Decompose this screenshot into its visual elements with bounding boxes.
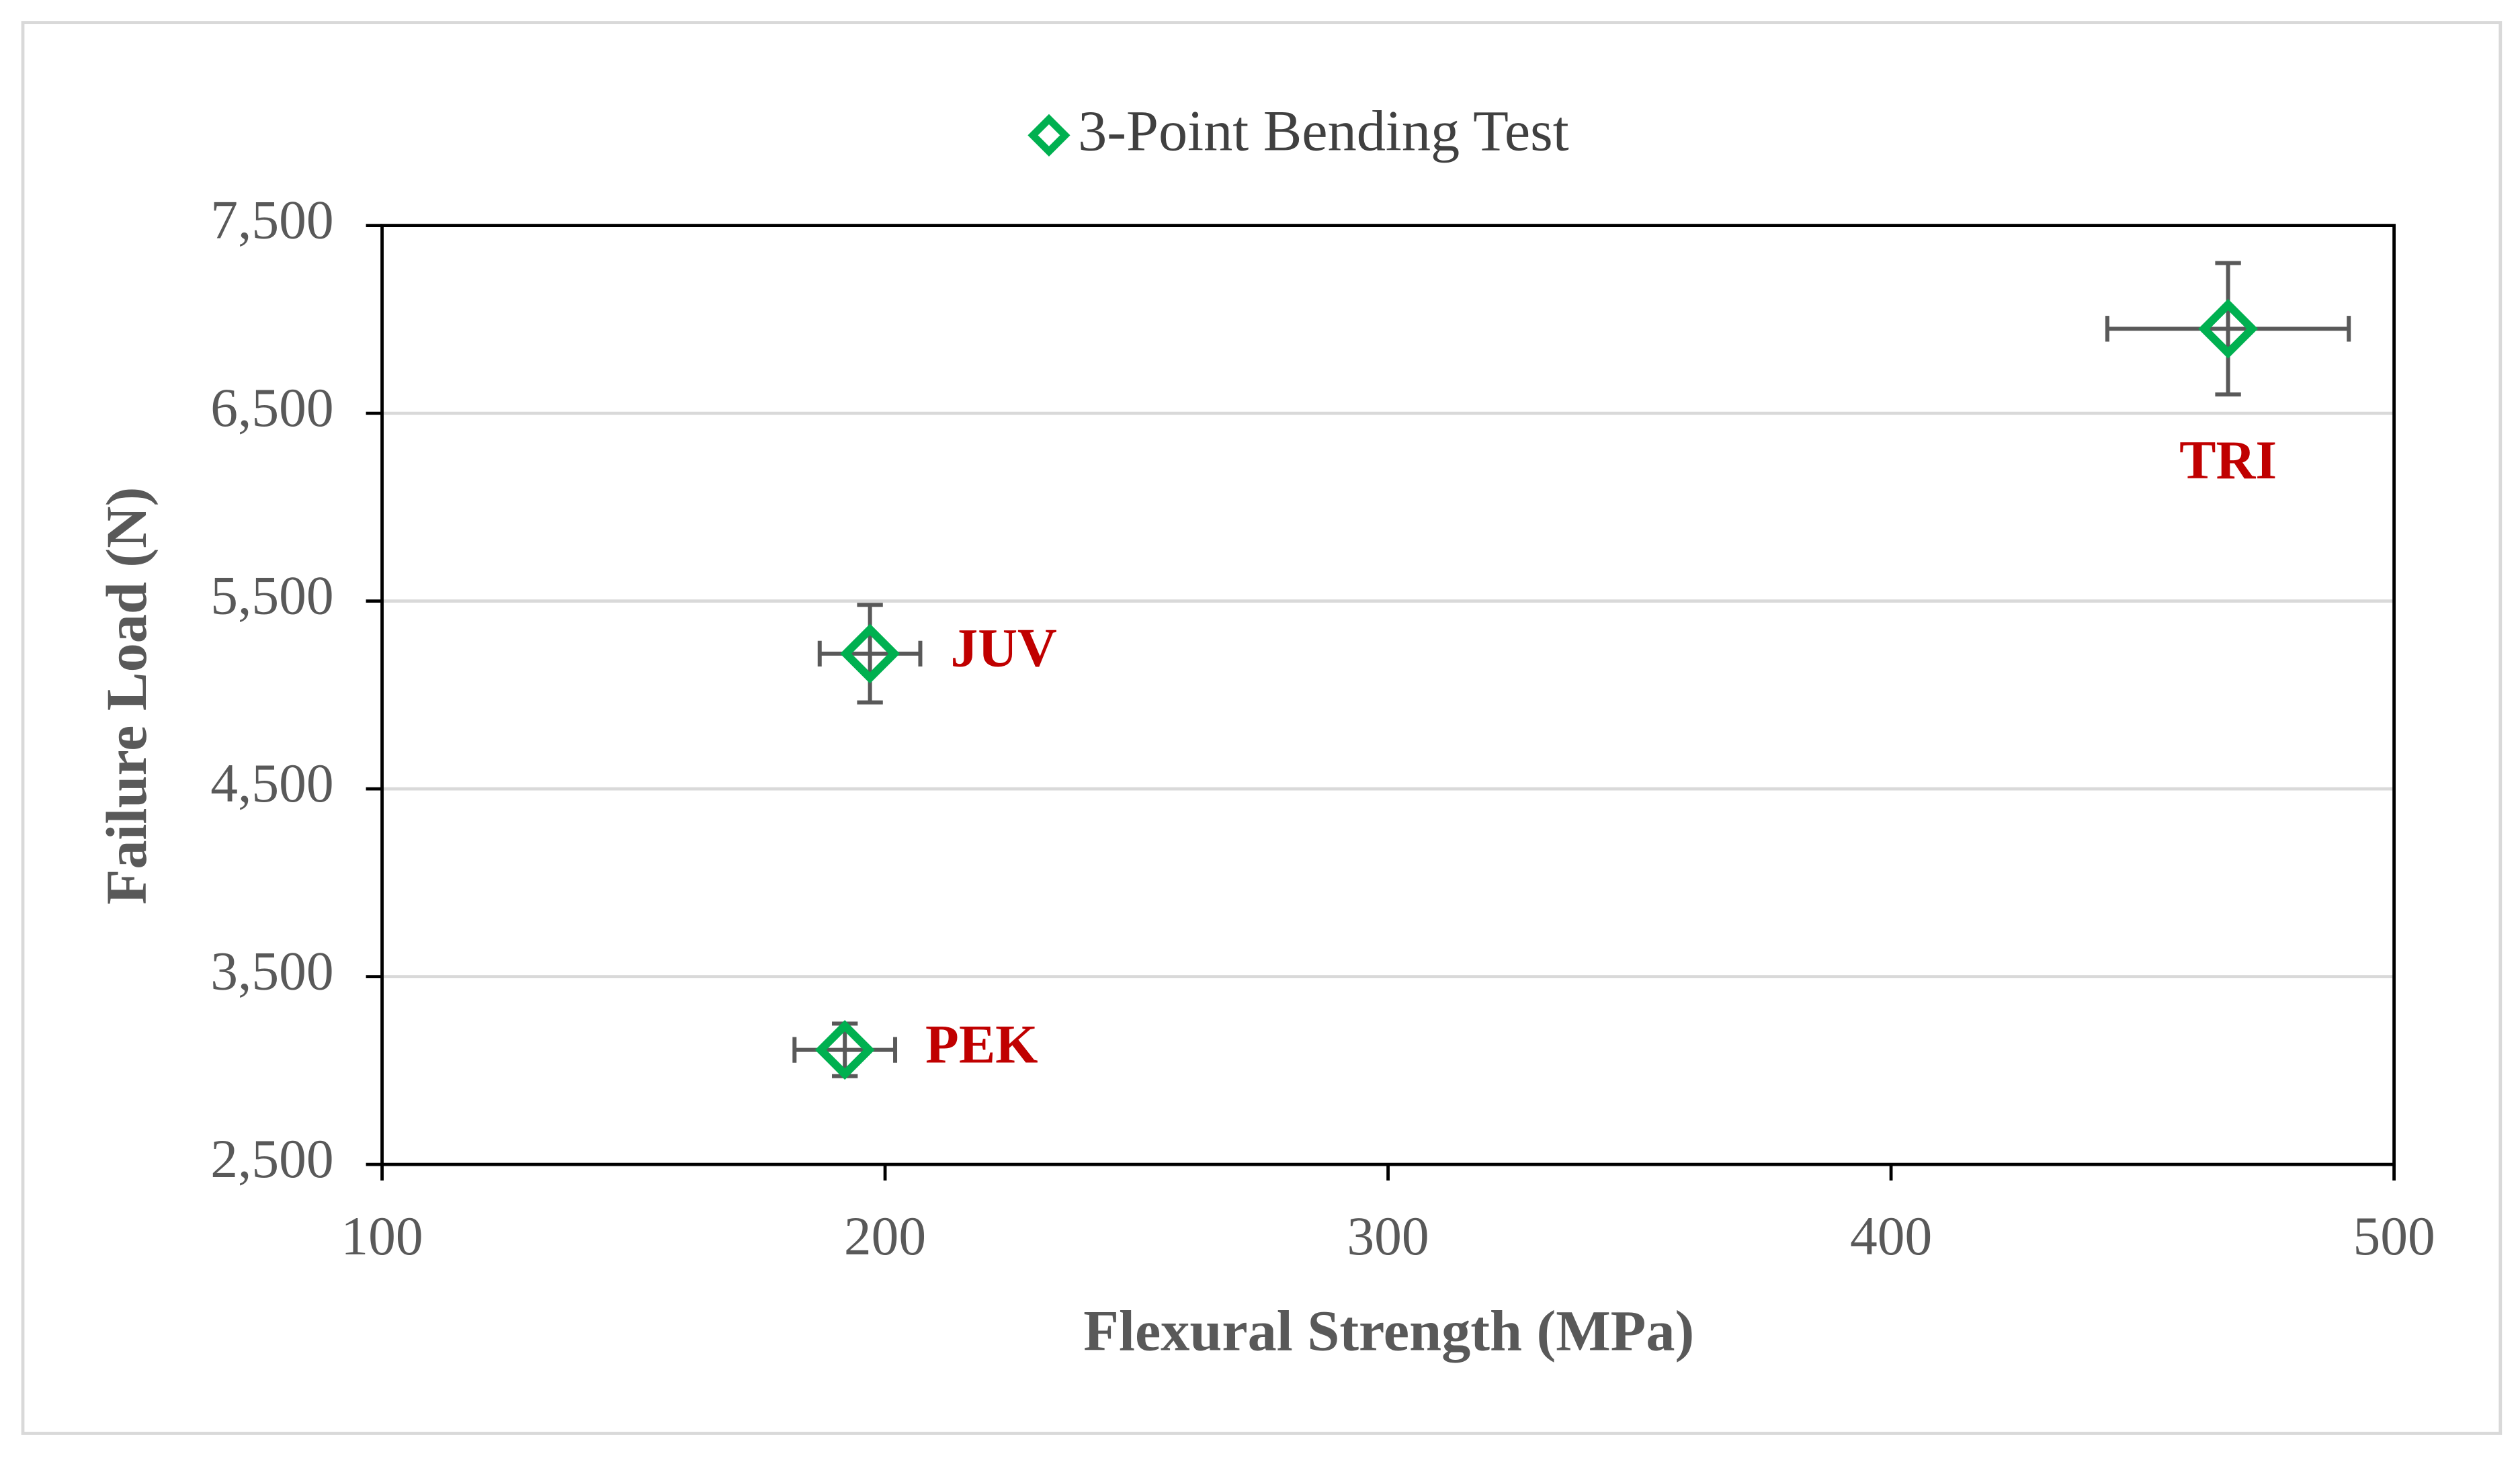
y-tick-label: 4,500 xyxy=(210,752,333,814)
y-error-bar xyxy=(857,603,883,705)
data-label: TRI xyxy=(2179,429,2277,490)
y-tick-label: 7,500 xyxy=(210,189,333,250)
y-error-bar xyxy=(2215,261,2241,397)
x-tick-label: 300 xyxy=(1347,1205,1429,1266)
y-tick-label: 6,500 xyxy=(210,377,333,438)
legend-label: 3-Point Bending Test xyxy=(1078,99,1569,163)
point xyxy=(2198,298,2259,359)
x-tick-label: 500 xyxy=(2353,1205,2435,1266)
x-tick-label: 200 xyxy=(844,1205,926,1266)
point xyxy=(840,623,900,684)
x-tick-label: 400 xyxy=(1850,1205,1932,1266)
data-label: JUV xyxy=(950,617,1056,679)
x-tick-label: 100 xyxy=(341,1205,423,1266)
plot-border xyxy=(380,224,2396,1166)
y-tick-label: 2,500 xyxy=(210,1128,333,1189)
point xyxy=(814,1020,875,1080)
y-tick-label: 3,500 xyxy=(210,940,333,1001)
chart-frame xyxy=(21,21,2503,1435)
y-tick-label: 5,500 xyxy=(210,564,333,626)
x-axis-title: Flexural Strength (MPa) xyxy=(1083,1298,1694,1363)
data-label: PEK xyxy=(925,1013,1038,1074)
legend-marker xyxy=(1027,114,1070,157)
y-axis-title: Failure Load (N) xyxy=(94,487,159,905)
